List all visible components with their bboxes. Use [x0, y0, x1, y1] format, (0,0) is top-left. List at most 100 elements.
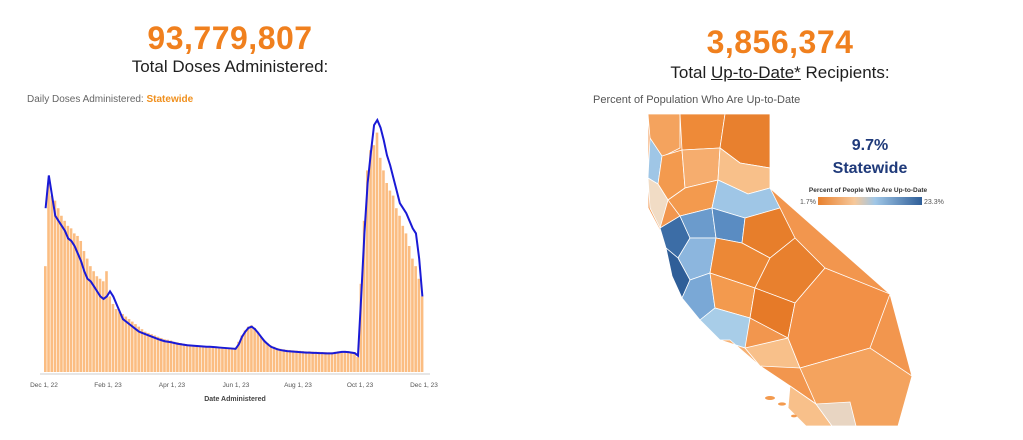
daily-dose-bar — [76, 235, 79, 372]
up-to-date-subtitle-underlined[interactable]: Up-to-Date* — [711, 63, 801, 82]
daily-dose-bar — [217, 347, 221, 372]
up-to-date-subtitle-suffix: Recipients: — [805, 63, 890, 82]
x-tick-label: Oct 1, 23 — [347, 382, 374, 389]
daily-dose-bar — [166, 339, 169, 372]
daily-dose-bar — [308, 351, 311, 372]
daily-dose-bar — [66, 225, 70, 372]
daily-dose-bar — [82, 251, 86, 372]
daily-dose-bar — [250, 325, 253, 372]
daily-dose-bar — [234, 348, 237, 372]
daily-dose-bar — [288, 350, 292, 372]
daily-dose-bar — [198, 345, 202, 372]
x-tick-label: Feb 1, 23 — [94, 382, 122, 389]
daily-dose-bar — [417, 278, 421, 372]
daily-dose-bar — [298, 350, 302, 372]
daily-dose-bar — [253, 327, 256, 372]
daily-dose-bar — [320, 352, 324, 372]
daily-dose-bar — [246, 326, 250, 372]
daily-dose-bar — [172, 341, 176, 372]
daily-dose-bar — [291, 350, 295, 372]
daily-doses-chart: Dec 1, 22 Feb 1, 23 Apr 1, 23 Jun 1, 23 Aug … — [30, 117, 438, 403]
daily-dose-bar — [353, 352, 356, 372]
daily-dose-bar — [343, 350, 347, 372]
daily-dose-bar — [127, 319, 131, 372]
daily-dose-bar — [69, 228, 73, 372]
daily-dose-bar — [224, 347, 227, 372]
daily-dose-bar — [340, 351, 343, 372]
daily-dose-bar — [337, 351, 340, 372]
legend-color-ramp — [818, 197, 922, 205]
daily-dose-bar — [169, 340, 173, 372]
daily-dose-bar — [378, 157, 382, 372]
up-to-date-recipients-value: 3,856,374 — [706, 24, 854, 60]
legend-min: 1.7% — [800, 199, 816, 206]
x-tick-group: Dec 1, 22 Feb 1, 23 Apr 1, 23 Jun 1, 23 Aug … — [30, 382, 438, 389]
daily-dose-bar — [176, 342, 179, 372]
daily-dose-bar — [111, 303, 115, 372]
daily-doses-label-accent: Statewide — [146, 94, 194, 105]
daily-dose-bar — [98, 278, 102, 372]
daily-dose-bar — [185, 344, 189, 372]
daily-dose-bar — [317, 351, 321, 372]
daily-dose-bar — [156, 336, 160, 372]
statewide-text: Statewide — [833, 160, 908, 177]
daily-dose-bar — [108, 296, 112, 372]
daily-dose-bar — [327, 352, 331, 372]
daily-dose-bar — [150, 334, 153, 372]
daily-dose-bar — [266, 343, 269, 372]
up-to-date-subtitle-prefix: Total — [670, 63, 707, 82]
daily-dose-bar — [314, 351, 318, 372]
daily-dose-bar — [362, 220, 366, 372]
daily-dose-bar — [311, 351, 314, 372]
daily-dose-bar — [60, 215, 63, 372]
daily-dose-bar — [269, 345, 273, 372]
daily-dose-bar — [227, 348, 231, 372]
daily-dose-bar — [63, 220, 66, 372]
total-doses-value: 93,779,807 — [147, 20, 313, 56]
x-tick-label: Dec 1, 22 — [30, 382, 58, 389]
daily-dose-bar — [137, 326, 141, 372]
daily-dose-bar — [279, 348, 282, 372]
daily-dose-bar — [382, 170, 385, 372]
daily-dose-bar — [369, 150, 372, 372]
daily-dose-bar — [143, 331, 147, 372]
daily-dose-bar — [50, 195, 54, 372]
bar-group — [44, 132, 424, 372]
daily-dose-bar — [349, 351, 353, 372]
daily-dose-bar — [398, 215, 401, 372]
x-tick-label: Dec 1, 23 — [410, 382, 438, 389]
daily-dose-bar — [330, 352, 334, 372]
daily-dose-bar — [72, 233, 76, 372]
x-tick-label: Jun 1, 23 — [223, 382, 250, 389]
seven-day-average-line — [44, 117, 424, 358]
daily-doses-label: Daily Doses Administered: Statewide — [27, 94, 193, 105]
daily-dose-bar — [366, 170, 369, 372]
daily-dose-bar — [240, 335, 244, 372]
daily-dose-bar — [159, 337, 163, 372]
daily-doses-label-prefix: Daily Doses Administered: — [27, 94, 144, 105]
statewide-percent: 9.7% — [852, 137, 888, 154]
daily-dose-bar — [134, 324, 137, 372]
daily-dose-bar — [92, 271, 95, 372]
daily-dose-bar — [262, 340, 266, 372]
x-tick-label: Aug 1, 23 — [284, 382, 312, 389]
daily-dose-bar — [195, 345, 198, 372]
daily-dose-bar — [211, 346, 215, 372]
daily-dose-bar — [140, 329, 144, 372]
daily-dose-bar — [256, 331, 260, 372]
daily-dose-bar — [301, 351, 305, 372]
up-to-date-subtitle: Total Up-to-Date* Recipients: — [630, 63, 930, 83]
daily-dose-bar — [333, 351, 337, 372]
daily-dose-bar — [346, 351, 350, 372]
daily-dose-bar — [105, 271, 108, 372]
daily-dose-bar — [407, 246, 411, 372]
daily-dose-bar — [411, 258, 414, 372]
x-tick-label: Apr 1, 23 — [159, 382, 186, 389]
daily-dose-bar — [359, 283, 363, 372]
daily-dose-bar — [324, 352, 327, 372]
daily-dose-bar — [85, 258, 89, 372]
legend-title: Percent of People Who Are Up-to-Date — [809, 187, 928, 194]
daily-dose-bar — [153, 335, 157, 372]
daily-dose-bar — [182, 343, 186, 372]
total-doses-subtitle: Total Doses Administered: — [131, 57, 329, 76]
